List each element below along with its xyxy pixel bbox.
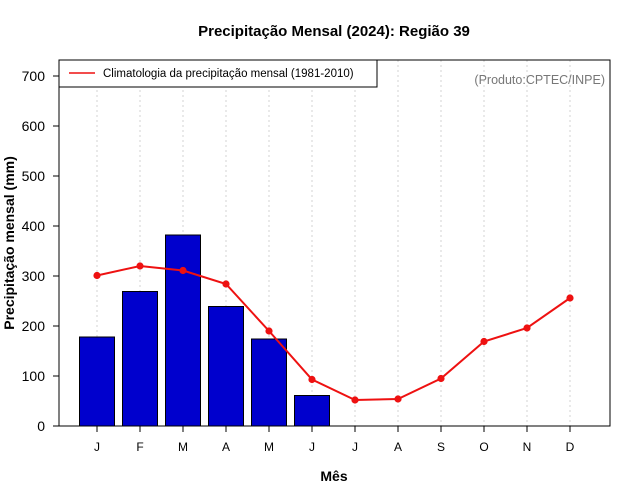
y-tick-label: 0 (37, 418, 45, 434)
chart-title: Precipitação Mensal (2024): Região 39 (198, 23, 470, 40)
climatology-point (179, 266, 187, 275)
climatology-point (222, 280, 230, 288)
climatology-line (93, 262, 574, 404)
climatology-point (523, 324, 531, 332)
climatology-point (136, 262, 144, 270)
climatology-point (265, 327, 273, 335)
y-axis-label: Precipitação mensal (mm) (1, 156, 17, 330)
x-tick-label: M (264, 440, 274, 454)
y-tick-label: 600 (22, 118, 46, 134)
x-tick-label: A (394, 440, 402, 454)
climatology-point (308, 375, 316, 384)
credit-text: (Produto:CPTEC/INPE) (474, 73, 605, 87)
bars (79, 234, 330, 427)
y-tick-label: 100 (22, 368, 46, 384)
y-tick-label: 500 (22, 168, 46, 184)
x-tick-label: A (222, 440, 230, 454)
x-tick-label: N (523, 440, 532, 454)
x-tick-label: J (352, 440, 358, 454)
y-tick-label: 700 (22, 68, 46, 84)
bar (208, 306, 244, 427)
x-tick-label: J (309, 440, 315, 454)
x-tick-label: F (136, 440, 143, 454)
legend: Climatologia da precipitação mensal (198… (58, 59, 378, 88)
bar (251, 338, 287, 427)
bar (79, 336, 115, 427)
climatology-point (480, 337, 488, 346)
climatology-point (437, 374, 445, 383)
climatology-polyline (96, 264, 571, 402)
bar (122, 291, 158, 427)
x-tick-label: D (566, 440, 575, 454)
y-tick-label: 300 (22, 268, 46, 284)
bar (165, 234, 201, 427)
climatology-point (566, 294, 574, 302)
x-tick-label: J (94, 440, 100, 454)
legend-label: Climatologia da precipitação mensal (198… (103, 68, 354, 80)
climatology-point (93, 271, 101, 280)
legend-box (58, 59, 378, 88)
x-tick-label: M (178, 440, 188, 454)
y-tick-label: 200 (22, 318, 46, 334)
y-axis: 0 100 200 300 400 500 600 700 (22, 68, 59, 434)
bar (294, 395, 330, 427)
climatology-point (394, 395, 402, 403)
y-tick-label: 400 (22, 218, 46, 234)
x-tick-label: S (437, 440, 445, 454)
climatology-point (351, 396, 359, 404)
x-axis-label: Mês (320, 468, 347, 484)
x-tick-label: O (479, 440, 488, 454)
